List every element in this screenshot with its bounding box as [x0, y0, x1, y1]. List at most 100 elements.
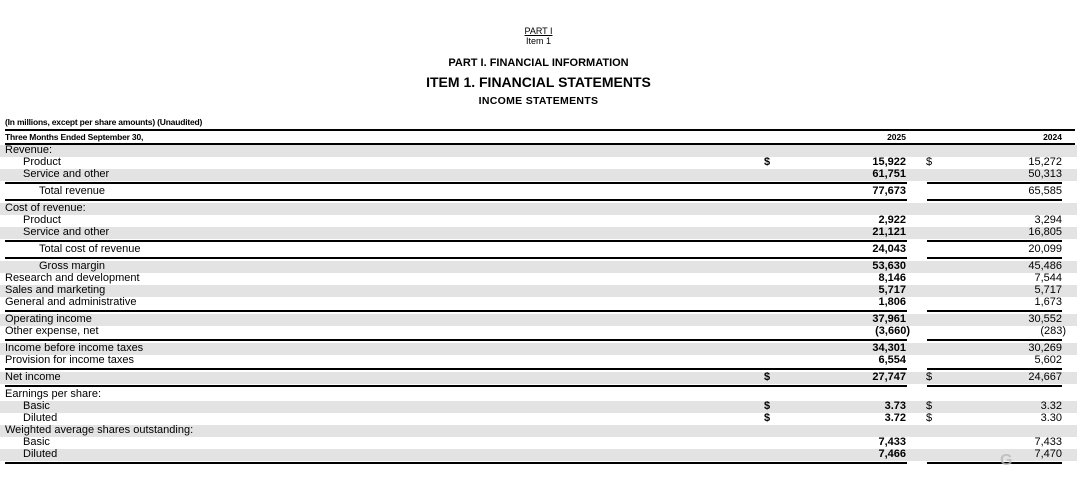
- value-2025: 1,806: [878, 296, 906, 308]
- value-2024: 3,294: [1034, 214, 1062, 226]
- table-row: Research and development 8,146 7,544: [0, 272, 1077, 285]
- row-label: Service and other: [23, 226, 110, 238]
- underline: [927, 339, 1062, 341]
- value-2025: 2,922: [878, 214, 906, 226]
- table-row: Revenue:: [0, 144, 1077, 157]
- table-row: Service and other 61,751 50,313: [0, 168, 1077, 181]
- table-row: Product 2,922 3,294: [0, 214, 1077, 227]
- underline: [5, 368, 907, 370]
- item-title: ITEM 1. FINANCIAL STATEMENTS: [426, 74, 651, 90]
- part-title: PART I. FINANCIAL INFORMATION: [448, 57, 629, 69]
- table-row: Total revenue 77,673 65,585: [0, 185, 1077, 198]
- value-2024: (283): [1040, 325, 1066, 337]
- underline: [927, 385, 1062, 387]
- value-2025: (3,660): [875, 325, 910, 337]
- value-2025: 34,301: [872, 342, 906, 354]
- item-label: Item 1: [525, 36, 551, 46]
- row-label: Provision for income taxes: [5, 354, 134, 366]
- underline: [927, 182, 1062, 184]
- row-label: Weighted average shares outstanding:: [5, 424, 194, 436]
- table-row: Weighted average shares outstanding:: [0, 424, 1077, 437]
- table-row: Diluted 7,466 7,470: [0, 448, 1077, 461]
- divider: [5, 129, 1075, 131]
- row-label: Diluted: [23, 412, 58, 424]
- table-row: Product $ $15,922 15,272: [0, 156, 1077, 169]
- row-label: Product: [23, 214, 61, 226]
- value-2024: 30,269: [1028, 342, 1062, 354]
- value-2025: 3.72: [884, 412, 906, 424]
- value-2024: 7,544: [1034, 272, 1062, 284]
- underline: [927, 310, 1062, 312]
- underline: [5, 240, 907, 242]
- value-2025: 8,146: [878, 272, 906, 284]
- table-row: Sales and marketing 5,717 5,717: [0, 284, 1077, 297]
- value-2024: 24,667: [1028, 371, 1062, 383]
- table-row: Provision for income taxes 6,554 5,602: [0, 354, 1077, 367]
- table-row: Diluted $ $3.72 3.30: [0, 412, 1077, 425]
- underline: [5, 385, 907, 387]
- period-header: Three Months Ended September 30,: [5, 132, 144, 142]
- dollar-sign: $: [764, 400, 771, 412]
- dollar-sign: $: [764, 371, 771, 383]
- units-note: (In millions, except per share amounts) …: [5, 117, 203, 127]
- statement-title: INCOME STATEMENTS: [478, 95, 599, 107]
- value-2024: 65,585: [1028, 185, 1062, 197]
- row-label: Research and development: [5, 272, 140, 284]
- underline: [927, 257, 1062, 259]
- table-row: Gross margin 53,630 45,486: [0, 260, 1077, 273]
- value-2025: 7,433: [878, 436, 906, 448]
- year-header-2024: 2024: [1043, 132, 1062, 142]
- row-label: Earnings per share:: [5, 388, 101, 400]
- row-label: Total cost of revenue: [39, 243, 141, 255]
- row-label: Revenue:: [5, 144, 53, 156]
- dollar-sign: $: [764, 412, 771, 424]
- table-row: Operating income 37,961 30,552: [0, 313, 1077, 326]
- value-2025: 7,466: [878, 448, 906, 460]
- dollar-sign: $: [926, 371, 933, 383]
- value-2025: 15,922: [872, 156, 906, 168]
- divider: [5, 143, 1075, 145]
- row-label: Total revenue: [39, 185, 106, 197]
- dollar-sign: $: [926, 412, 933, 424]
- value-2025: 3.73: [884, 400, 906, 412]
- row-label: Basic: [23, 436, 50, 448]
- value-2025: 27,747: [872, 371, 906, 383]
- table-row: Basic $ $3.73 3.32: [0, 400, 1077, 413]
- underline: [5, 257, 907, 259]
- row-label: Sales and marketing: [5, 284, 106, 296]
- value-2024: 3.30: [1040, 412, 1062, 424]
- value-2024: 5,717: [1034, 284, 1062, 296]
- value-2025: 21,121: [872, 226, 906, 238]
- value-2025: 6,554: [878, 354, 906, 366]
- value-2025: 5,717: [878, 284, 906, 296]
- part-i-link[interactable]: PART I: [524, 26, 553, 36]
- table-row: Net income $ $27,747 24,667: [0, 371, 1077, 384]
- table-row: Total cost of revenue 24,043 20,099: [0, 243, 1077, 256]
- value-2024: 45,486: [1028, 260, 1062, 272]
- value-2024: 7,470: [1034, 448, 1062, 460]
- row-label: Income before income taxes: [5, 342, 144, 354]
- watermark-logo: G: [1000, 452, 1013, 469]
- underline: [927, 368, 1062, 370]
- value-2024: 7,433: [1034, 436, 1062, 448]
- underline: [5, 310, 907, 312]
- underline: [5, 182, 907, 184]
- row-label: Diluted: [23, 448, 58, 460]
- row-label: Other expense, net: [5, 325, 99, 337]
- row-label: Net income: [5, 371, 61, 383]
- underline: [927, 462, 1062, 464]
- value-2024: 30,552: [1028, 313, 1062, 325]
- row-label: Service and other: [23, 168, 110, 180]
- underline: [5, 462, 907, 464]
- table-row: Cost of revenue:: [0, 202, 1077, 215]
- row-label: Gross margin: [39, 260, 106, 272]
- underline: [5, 199, 907, 201]
- table-row: Other expense, net (3,660) (283): [0, 325, 1077, 338]
- underline: [927, 240, 1062, 242]
- row-label: Cost of revenue:: [5, 202, 86, 214]
- value-2024: 15,272: [1028, 156, 1062, 168]
- underline: [5, 339, 907, 341]
- value-2024: 16,805: [1028, 226, 1062, 238]
- dollar-sign: $: [764, 156, 771, 168]
- row-label: Product: [23, 156, 61, 168]
